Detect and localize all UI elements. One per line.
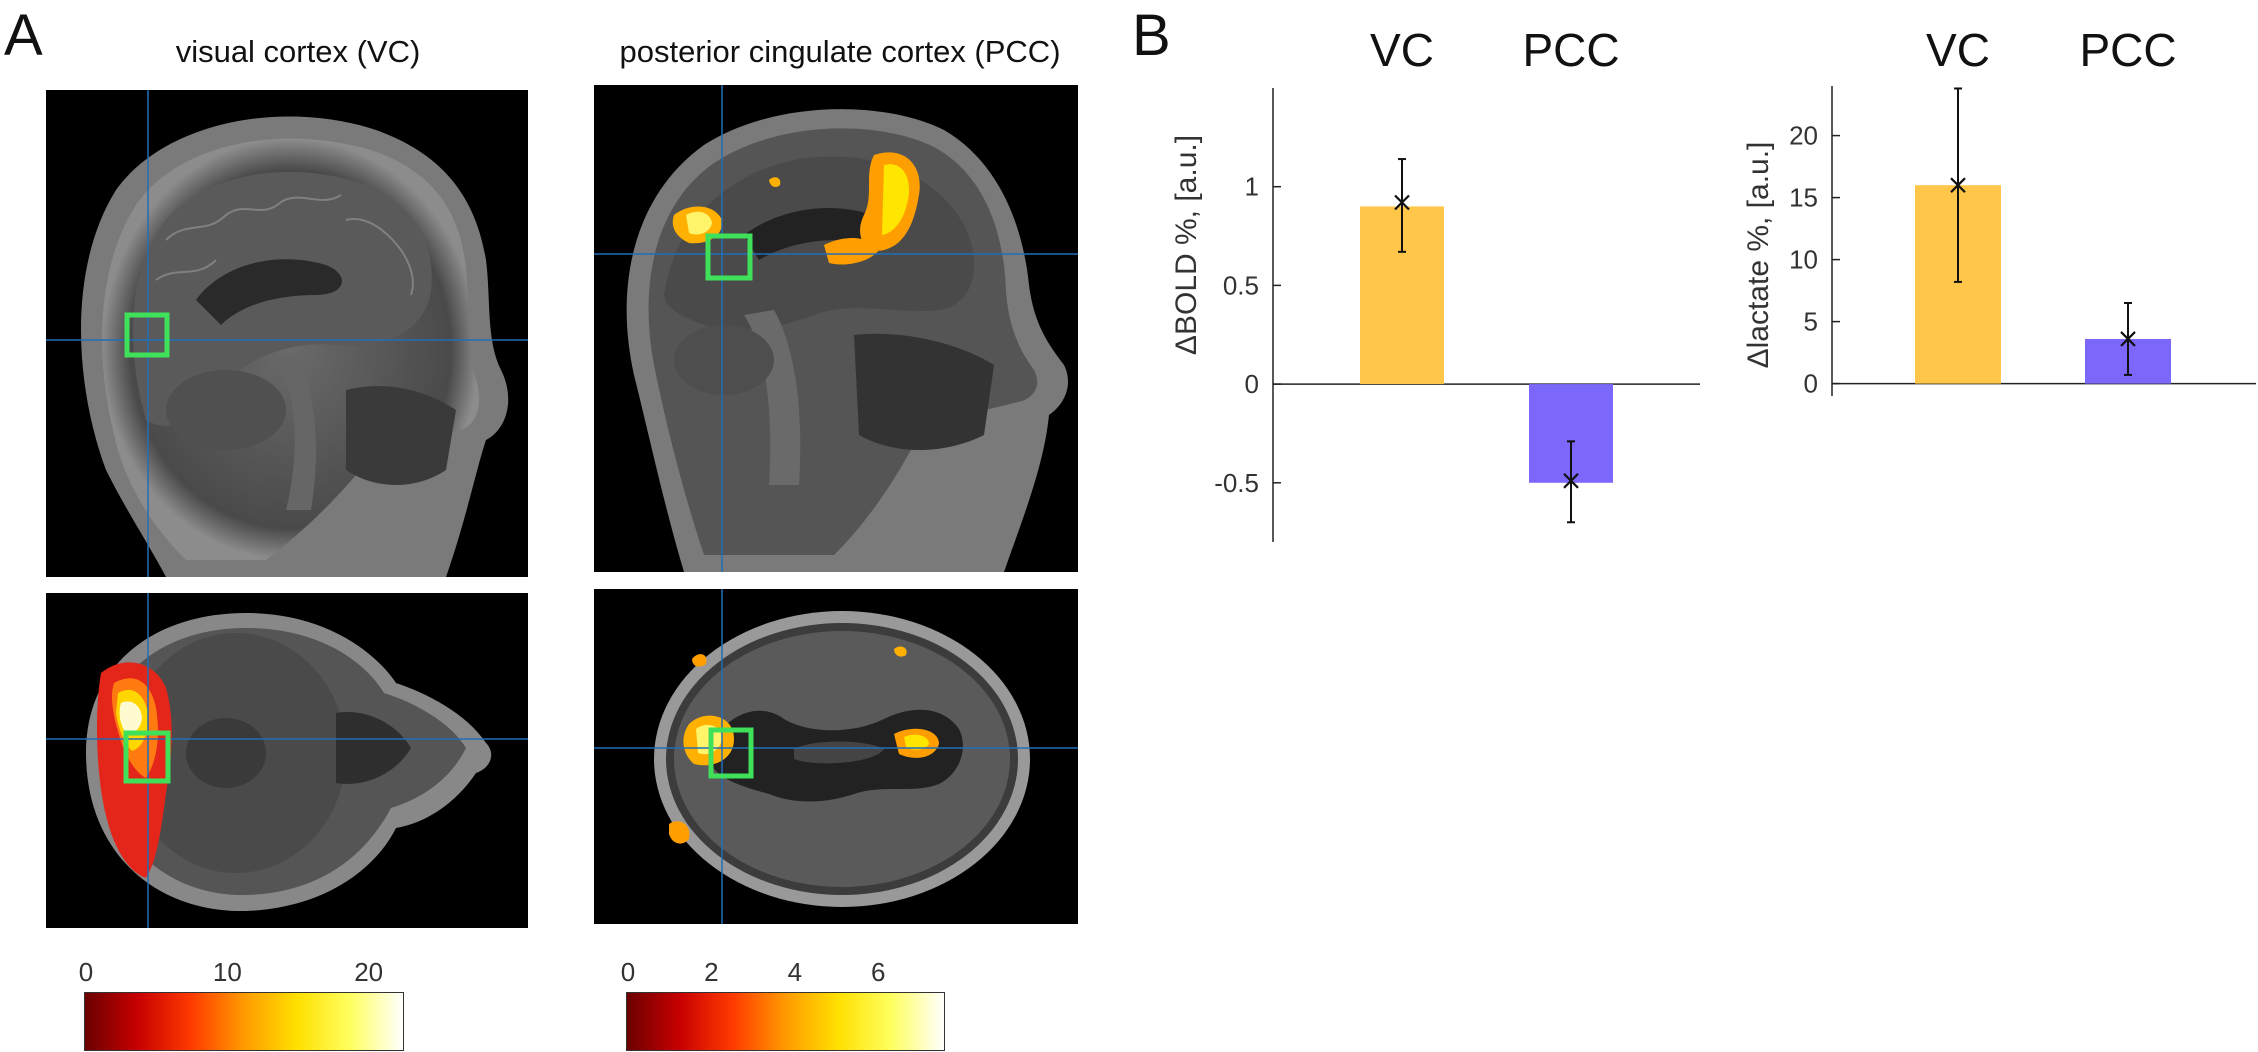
colorbar-1-tick: 2 bbox=[704, 957, 719, 987]
colorbar-1-tick: 0 bbox=[620, 957, 636, 987]
chart-1-ytick-label: 20 bbox=[1789, 121, 1818, 151]
chart-1-ylabel: Δlactate %, [a.u.] bbox=[1742, 142, 1775, 369]
chart-1-category-label: VC bbox=[1926, 24, 1990, 76]
chart-0-ylabel: ΔBOLD %, [a.u.] bbox=[1170, 135, 1203, 355]
chart-0-marker-vc bbox=[1394, 194, 1410, 211]
pcc-sag-roi-box bbox=[705, 233, 753, 281]
vc-sag-roi-box bbox=[124, 312, 170, 358]
vc-column-title: visual cortex (VC) bbox=[175, 34, 421, 69]
vc-axial-mri bbox=[46, 593, 528, 928]
chart-0-ytick-label: 0.5 bbox=[1223, 270, 1259, 300]
chart-0-category-label: PCC bbox=[1522, 24, 1619, 76]
pcc-column-title: posterior cingulate cortex (PCC) bbox=[619, 34, 1061, 69]
vc-ax-roi-box bbox=[123, 730, 171, 784]
chart-0-marker-pcc bbox=[1563, 473, 1579, 489]
chart-1-ytick-label: 15 bbox=[1789, 183, 1818, 213]
chart-1-category-label: PCC bbox=[2079, 24, 2176, 76]
colorbar-0-tick: 20 bbox=[354, 957, 384, 987]
chart-0-category-label: VC bbox=[1370, 24, 1434, 76]
pcc-ax-roi-box bbox=[708, 727, 754, 779]
chart-0-ytick-label: 0 bbox=[1245, 369, 1259, 399]
colorbar-1-tick: 4 bbox=[787, 957, 803, 987]
chart-1-marker-vc bbox=[1950, 177, 1966, 193]
chart-1-ytick-label: 0 bbox=[1804, 369, 1818, 399]
chart-1-ytick-label: 5 bbox=[1804, 307, 1818, 337]
chart-0-ytick-label: 1 bbox=[1245, 172, 1259, 202]
pcc-colorbar bbox=[626, 992, 945, 1051]
vc-colorbar bbox=[84, 992, 404, 1051]
panel-letter-a: A bbox=[4, 3, 43, 68]
pcc-axial-mri bbox=[594, 589, 1078, 924]
chart-0-ytick-label: -0.5 bbox=[1214, 468, 1259, 498]
colorbar-1-tick: 6 bbox=[871, 957, 886, 987]
vc-sagittal-mri bbox=[46, 90, 528, 577]
chart-1-ytick-label: 10 bbox=[1789, 245, 1818, 275]
colorbar-0-tick: 10 bbox=[212, 957, 242, 987]
chart-1-marker-pcc bbox=[2120, 331, 2136, 347]
colorbar-0-tick: 0 bbox=[78, 957, 94, 987]
panel-letter-b: B bbox=[1132, 3, 1171, 68]
